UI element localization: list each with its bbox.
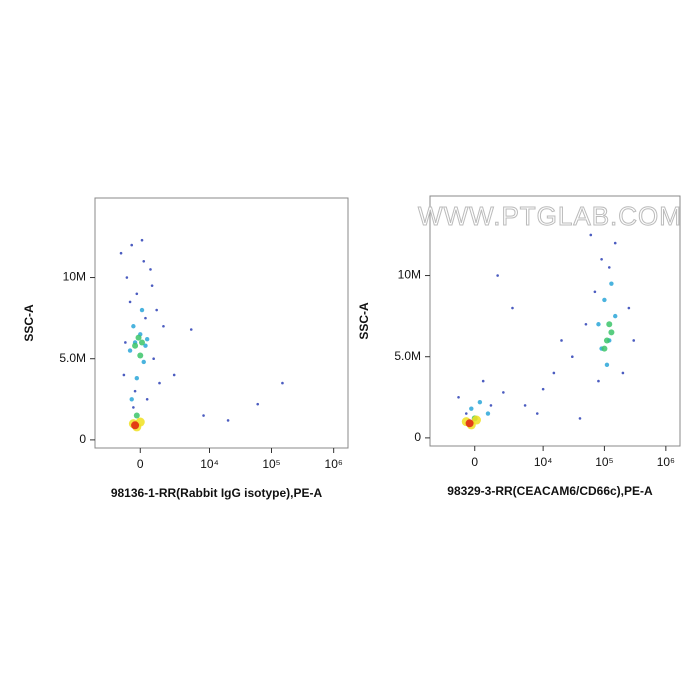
data-point — [281, 381, 284, 385]
data-point — [578, 417, 582, 420]
y-axis-title: SSC-A — [22, 304, 36, 342]
data-point — [481, 379, 485, 383]
data-point — [144, 316, 147, 320]
plot-frame — [94, 197, 349, 449]
data-point — [613, 313, 618, 319]
data-point — [141, 359, 146, 365]
data-point — [523, 404, 527, 407]
data-point — [140, 238, 144, 242]
x-tick-label: 0 — [137, 457, 144, 471]
data-point — [131, 324, 136, 329]
data-point — [127, 348, 133, 353]
plot-frame — [429, 195, 681, 447]
data-point — [119, 251, 123, 255]
data-point — [613, 241, 617, 245]
data-point — [122, 373, 126, 377]
data-point — [125, 276, 129, 279]
data-point — [189, 328, 193, 331]
data-point — [601, 345, 608, 352]
data-point — [128, 300, 132, 304]
data-point — [129, 397, 134, 402]
watermark: WWW.PTGLAB.COM — [418, 201, 682, 231]
data-point — [150, 284, 154, 287]
data-point — [158, 381, 161, 385]
data-point — [552, 371, 556, 375]
y-axis-title: SSC-A — [357, 302, 371, 340]
y-tick-label: 10M — [398, 268, 421, 282]
data-point — [457, 395, 460, 399]
x-axis-title: 98136-1-RR(Rabbit IgG isotype),PE-A — [111, 486, 323, 500]
data-point — [465, 419, 474, 428]
data-point — [149, 268, 152, 271]
x-tick-label: 0 — [471, 455, 478, 469]
data-point — [172, 373, 176, 377]
data-point — [600, 258, 603, 261]
x-tick-label: 10⁴ — [534, 455, 553, 469]
data-point — [604, 362, 610, 368]
x-axis-title: 98329-3-RR(CEACAM6/CD66c),PE-A — [447, 484, 653, 498]
data-point — [596, 322, 601, 327]
data-point — [132, 342, 139, 349]
data-point — [162, 324, 165, 328]
data-point — [145, 397, 149, 401]
data-point — [571, 355, 574, 359]
data-point — [469, 406, 474, 411]
data-point — [593, 290, 597, 294]
data-point — [124, 341, 127, 344]
data-point — [485, 411, 491, 416]
data-point — [133, 412, 140, 419]
data-point — [256, 402, 260, 406]
data-point — [144, 337, 150, 342]
data-point — [607, 266, 611, 269]
data-point — [603, 337, 610, 344]
data-point — [560, 339, 563, 342]
data-point — [606, 321, 613, 328]
data-point — [131, 421, 140, 430]
data-point — [489, 404, 493, 407]
data-point — [134, 375, 140, 381]
data-point — [137, 352, 144, 359]
data-point — [471, 415, 481, 425]
data-point — [135, 334, 142, 341]
data-point — [202, 414, 205, 417]
data-point — [130, 243, 134, 247]
data-point — [132, 406, 135, 409]
x-tick-label: 10⁵ — [262, 457, 280, 471]
data-point — [608, 329, 615, 336]
data-point — [133, 389, 137, 393]
data-point — [502, 391, 505, 394]
data-point — [597, 379, 600, 383]
data-point — [609, 281, 614, 286]
data-point — [535, 412, 539, 415]
data-point — [541, 387, 545, 391]
data-point — [135, 292, 139, 296]
data-point — [226, 419, 230, 422]
y-tick-label: 5.0M — [394, 349, 421, 363]
y-tick-label: 5.0M — [59, 351, 86, 365]
data-point — [584, 322, 588, 326]
data-point — [477, 399, 483, 405]
y-tick-label: 10M — [63, 270, 86, 284]
data-point — [627, 306, 631, 310]
data-point — [139, 307, 145, 313]
data-point — [142, 260, 146, 263]
x-tick-label: 10⁶ — [325, 457, 343, 471]
data-point — [139, 339, 146, 346]
x-tick-label: 10⁵ — [595, 455, 613, 469]
data-point — [621, 371, 625, 375]
x-tick-label: 10⁶ — [657, 455, 675, 469]
data-point — [511, 306, 514, 310]
data-point — [496, 274, 499, 277]
data-point — [602, 297, 607, 303]
data-point — [152, 357, 155, 361]
y-tick-label: 0 — [79, 432, 86, 446]
data-point — [155, 308, 158, 312]
data-point — [632, 339, 636, 342]
data-point — [589, 233, 593, 237]
y-tick-label: 0 — [414, 430, 421, 444]
data-point — [464, 412, 468, 415]
x-tick-label: 10⁴ — [200, 457, 219, 471]
data-point — [143, 343, 148, 348]
